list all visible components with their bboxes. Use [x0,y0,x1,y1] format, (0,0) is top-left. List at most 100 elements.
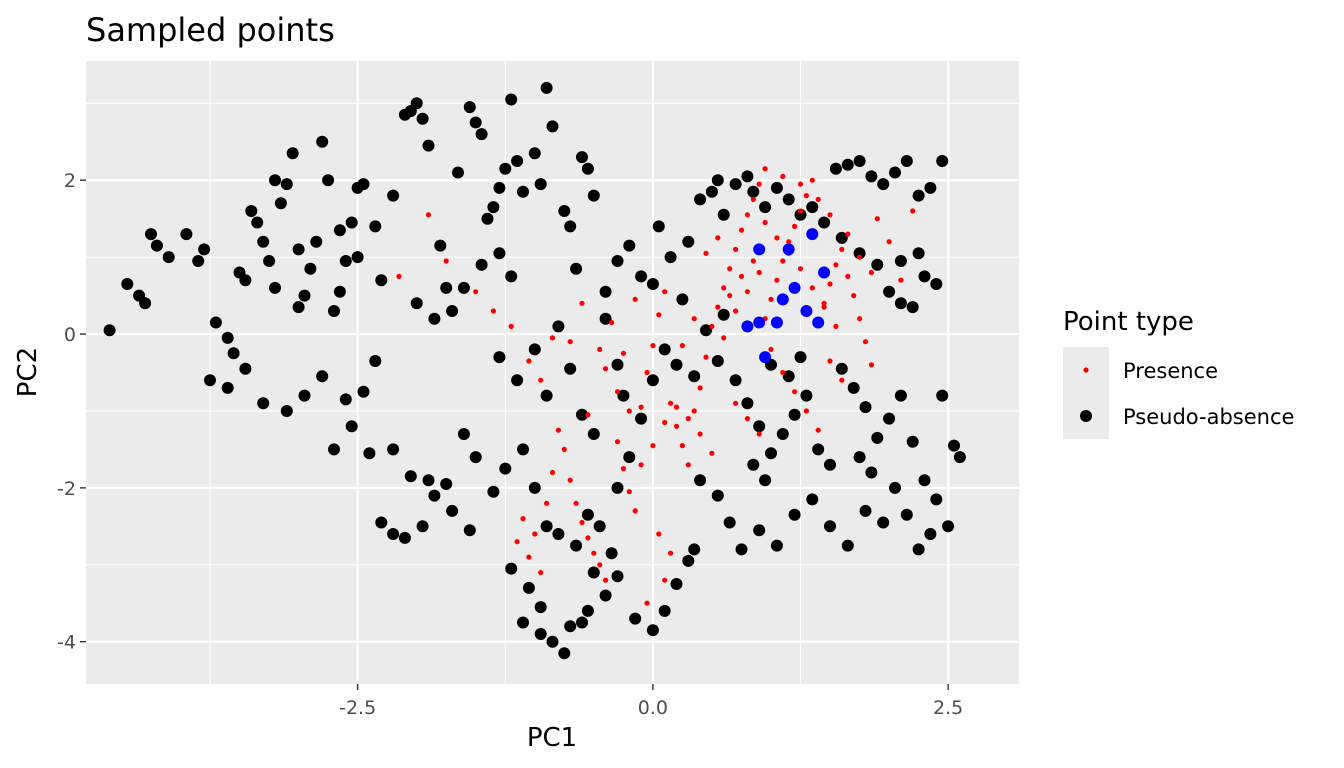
x-tick-label: 2.5 [933,697,963,719]
data-point [792,223,798,229]
data-point [662,419,668,426]
y-tick-label: -4 [57,632,76,654]
data-point [723,516,736,529]
data-point [549,335,556,341]
plot-panel [86,61,1019,684]
data-point [871,258,884,271]
data-point [209,316,222,329]
data-point [333,224,346,237]
data-point [526,358,532,364]
data-point [886,239,892,245]
data-point [298,289,311,302]
data-point [827,358,833,364]
data-point [851,293,857,299]
data-point [694,193,707,206]
data-point [198,243,211,256]
data-point [239,274,252,287]
data-point [251,216,264,229]
data-point [664,251,677,264]
data-point [375,516,388,529]
data-point [756,431,762,437]
data-point [528,343,541,356]
data-point [865,466,878,479]
data-point [532,531,538,537]
data-point [756,269,762,276]
data-point [446,504,459,517]
data-point [440,281,453,294]
data-point [626,489,632,495]
data-point [753,524,766,537]
data-point [564,620,577,633]
x-tick-label: 0.0 [638,697,668,719]
data-point [581,604,594,617]
data-point [912,189,925,202]
data-point [440,478,453,490]
data-point [585,412,591,418]
data-point [833,323,839,329]
data-point [668,550,674,556]
data-point [900,508,913,521]
data-point [469,451,482,464]
data-point [697,385,703,391]
data-point [868,362,875,368]
data-point [747,458,760,471]
data-point [662,577,668,583]
data-point [576,408,588,421]
data-point [656,531,662,537]
data-point [499,162,512,175]
data-point [729,178,742,191]
data-point [741,170,754,183]
data-point [833,262,839,268]
data-point [579,519,585,526]
data-point [806,201,819,214]
data-point [316,135,329,148]
data-point [709,450,715,456]
data-point [853,247,866,260]
data-point [410,97,423,110]
data-point [611,481,624,494]
data-point [868,269,875,276]
data-point [792,389,798,395]
data-point [192,255,205,267]
data-point [877,516,890,529]
data-point [711,355,724,367]
data-point [322,174,335,187]
data-point [638,404,644,410]
data-point [688,543,701,556]
data-point [517,185,529,198]
data-point [549,469,556,476]
data-point [700,324,712,337]
data-point [865,170,878,183]
data-point [369,220,382,233]
data-point [930,278,943,290]
data-point [505,562,518,575]
data-point [721,285,727,291]
data-point [894,297,907,310]
data-point [738,273,745,279]
data-point [883,285,896,298]
data-point [809,285,815,291]
data-point [339,255,352,267]
data-point [620,466,627,472]
data-point [387,443,400,456]
data-point [345,216,358,229]
data-point [487,485,500,498]
data-point [280,405,293,417]
data-point [782,243,795,256]
data-point [257,397,270,410]
major-gridlines [86,61,1019,684]
data-point [180,228,193,241]
data-point [597,562,603,568]
data-point [948,439,960,452]
data-point [333,285,346,298]
data-point [803,193,810,199]
y-tick-label: 2 [64,170,76,192]
data-point [853,155,866,167]
data-point [774,235,780,241]
data-point [924,181,937,194]
data-point [924,528,937,540]
data-point [656,312,662,318]
data-point [727,266,733,272]
data-point [286,147,299,160]
data-point [715,304,721,310]
